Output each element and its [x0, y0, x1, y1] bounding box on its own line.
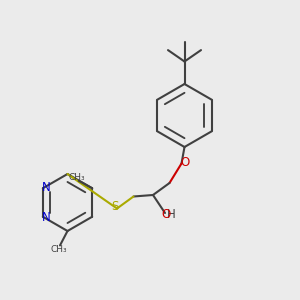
- Text: O: O: [181, 155, 190, 169]
- Text: N: N: [42, 181, 51, 194]
- Text: CH₃: CH₃: [50, 245, 67, 254]
- Text: N: N: [42, 211, 51, 224]
- Text: H: H: [167, 208, 176, 221]
- Text: S: S: [111, 200, 118, 214]
- Text: O: O: [162, 208, 171, 221]
- Text: CH₃: CH₃: [69, 172, 85, 182]
